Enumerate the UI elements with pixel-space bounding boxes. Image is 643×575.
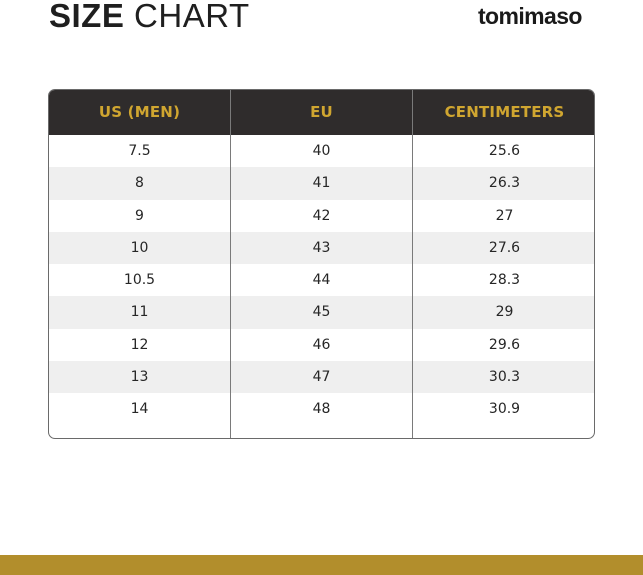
table-header: US (MEN) EU CENTIMETERS — [49, 90, 594, 135]
cell-eu: 47 — [312, 369, 331, 386]
cell-us-men: 13 — [130, 369, 149, 386]
cell-centimeters: 30.9 — [488, 401, 521, 418]
table-body: 7.5 40 25.6 8 41 26.3 9 42 27 10 43 27.6 10.5 44 28.3 1… — [49, 135, 594, 426]
cell-eu: 43 — [312, 239, 331, 256]
table-row: 12 46 29.6 — [49, 329, 594, 361]
cell-centimeters: 29 — [495, 304, 514, 321]
cell-eu: 41 — [312, 175, 331, 192]
cell-centimeters: 26.3 — [488, 175, 521, 192]
cell-us-men: 7.5 — [128, 143, 151, 159]
cell-us-men: 14 — [130, 401, 149, 418]
cell-centimeters: 28.3 — [488, 272, 521, 289]
cell-us-men: 10 — [130, 239, 149, 256]
table-row: 9 42 27 — [49, 200, 594, 232]
page-title: SIZE CHART — [49, 0, 250, 34]
cell-eu: 45 — [312, 304, 331, 321]
cell-centimeters: 29.6 — [488, 336, 521, 353]
table-row: 14 48 30.9 — [49, 393, 594, 425]
footer-accent-bar — [0, 555, 643, 575]
cell-us-men: 12 — [130, 336, 149, 353]
table-row: 11 45 29 — [49, 296, 594, 329]
column-divider — [230, 90, 231, 438]
cell-eu: 46 — [312, 336, 331, 353]
table-row: 10.5 44 28.3 — [49, 264, 594, 296]
cell-us-men: 9 — [135, 207, 144, 224]
cell-eu: 44 — [312, 272, 331, 289]
column-header-centimeters: CENTIMETERS — [444, 103, 565, 121]
cell-centimeters: 25.6 — [488, 143, 521, 159]
column-header-us-men: US (MEN) — [98, 103, 181, 121]
cell-us-men: 8 — [135, 175, 144, 192]
title-bold-part: SIZE — [49, 0, 125, 34]
table-row: 13 47 30.3 — [49, 361, 594, 394]
cell-us-men: 10.5 — [123, 272, 156, 289]
cell-centimeters: 27.6 — [488, 239, 521, 256]
size-table: US (MEN) EU CENTIMETERS 7.5 40 25.6 8 41 26.3… — [48, 89, 595, 439]
cell-centimeters: 30.3 — [488, 369, 521, 386]
brand-logo: tomimaso — [478, 3, 582, 29]
column-header-eu: EU — [310, 103, 333, 121]
table-row: 7.5 40 25.6 — [49, 135, 594, 167]
cell-us-men: 11 — [130, 304, 149, 321]
column-divider — [412, 90, 413, 438]
table-row: 8 41 26.3 — [49, 167, 594, 200]
cell-eu: 48 — [312, 401, 331, 418]
table-row: 10 43 27.6 — [49, 231, 594, 265]
title-light-part: CHART — [134, 0, 250, 34]
cell-eu: 40 — [312, 143, 331, 159]
cell-eu: 42 — [312, 207, 331, 224]
cell-centimeters: 27 — [495, 207, 514, 224]
